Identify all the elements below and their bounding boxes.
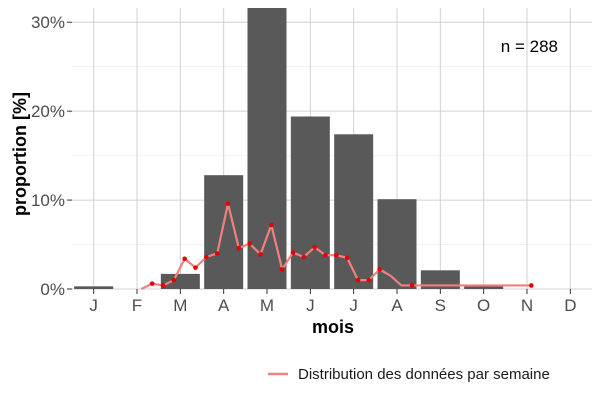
weekly-point-9 [236, 245, 242, 251]
weekly-point-3 [171, 277, 177, 283]
weekly-point-2 [160, 283, 166, 288]
weekly-point-21 [366, 277, 372, 283]
weekly-point-20 [355, 277, 361, 283]
x-tick-label-1: F [132, 296, 142, 315]
weekly-series [140, 201, 534, 290]
bar-0 [74, 286, 114, 289]
y-tick-label-2: 20% [31, 102, 65, 121]
weekly-point-1 [149, 281, 155, 286]
x-tick-label-5: J [306, 296, 315, 315]
weekly-point-5 [193, 265, 198, 270]
y-axis-ticks: 0% 10% 20% 30% [31, 13, 72, 299]
x-tick-label-9: O [477, 296, 490, 315]
y-tick-label-0: 0% [40, 280, 65, 299]
y-tick-label-1: 10% [31, 191, 65, 210]
weekly-point-4 [182, 256, 187, 262]
bar-4 [247, 8, 287, 289]
weekly-point-19 [344, 255, 350, 261]
weekly-point-14 [290, 250, 296, 255]
bar-7 [377, 199, 417, 289]
x-tick-label-6: J [349, 296, 358, 315]
x-tick-label-2: M [173, 296, 187, 315]
bar-3 [204, 175, 244, 289]
bar-5 [290, 116, 330, 290]
annotation-n: n = 288 [501, 37, 558, 56]
weekly-point-17 [323, 252, 328, 258]
weekly-point-6 [204, 254, 209, 260]
weekly-point-16 [312, 244, 317, 250]
y-axis-title: proportion [%] [10, 92, 30, 216]
weekly-point-12 [269, 222, 274, 228]
bar-9 [464, 285, 504, 289]
x-tick-label-0: J [89, 296, 98, 315]
bar-2 [160, 273, 200, 289]
weekly-point-11 [258, 252, 263, 257]
bar-8 [420, 270, 460, 289]
x-axis-title: mois [312, 317, 354, 337]
weekly-point-13 [279, 267, 285, 272]
x-tick-label-4: M [260, 296, 274, 315]
weekly-point-18 [334, 252, 339, 258]
x-tick-label-7: A [391, 296, 403, 315]
x-tick-label-11: D [564, 296, 576, 315]
x-tick-label-3: A [218, 296, 230, 315]
bar-6 [334, 134, 374, 289]
weekly-point-15 [301, 254, 307, 260]
weekly-point-36 [529, 283, 534, 288]
weekly-point-22 [377, 267, 382, 272]
legend: Distribution des données par semaine [268, 366, 550, 383]
weekly-point-7 [214, 251, 220, 256]
weekly-point-8 [225, 201, 231, 206]
bars [74, 8, 504, 290]
legend-label: Distribution des données par semaine [298, 366, 550, 383]
weekly-point-25 [409, 283, 415, 288]
weekly-point-10 [247, 241, 252, 246]
x-tick-label-10: N [521, 296, 533, 315]
y-tick-label-3: 30% [31, 13, 65, 32]
x-tick-label-8: S [435, 296, 446, 315]
